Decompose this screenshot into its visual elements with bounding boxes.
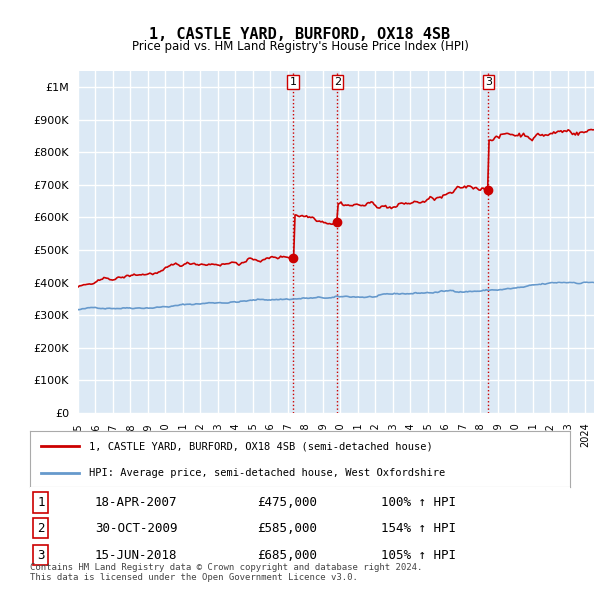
Text: 154% ↑ HPI: 154% ↑ HPI [381,522,456,535]
Text: 105% ↑ HPI: 105% ↑ HPI [381,549,456,562]
Text: 18-APR-2007: 18-APR-2007 [95,496,178,509]
Text: £585,000: £585,000 [257,522,317,535]
Text: 1: 1 [37,496,44,509]
Text: 15-JUN-2018: 15-JUN-2018 [95,549,178,562]
Text: £685,000: £685,000 [257,549,317,562]
Text: 30-OCT-2009: 30-OCT-2009 [95,522,178,535]
Text: Contains HM Land Registry data © Crown copyright and database right 2024.
This d: Contains HM Land Registry data © Crown c… [30,563,422,582]
Text: 3: 3 [37,549,44,562]
Text: 2: 2 [334,77,341,87]
Text: 1, CASTLE YARD, BURFORD, OX18 4SB: 1, CASTLE YARD, BURFORD, OX18 4SB [149,27,451,41]
Text: HPI: Average price, semi-detached house, West Oxfordshire: HPI: Average price, semi-detached house,… [89,468,446,478]
Text: 100% ↑ HPI: 100% ↑ HPI [381,496,456,509]
Text: £475,000: £475,000 [257,496,317,509]
Text: 2: 2 [37,522,44,535]
Text: 1, CASTLE YARD, BURFORD, OX18 4SB (semi-detached house): 1, CASTLE YARD, BURFORD, OX18 4SB (semi-… [89,441,433,451]
Text: 3: 3 [485,77,492,87]
Text: Price paid vs. HM Land Registry's House Price Index (HPI): Price paid vs. HM Land Registry's House … [131,40,469,53]
Text: 1: 1 [290,77,296,87]
